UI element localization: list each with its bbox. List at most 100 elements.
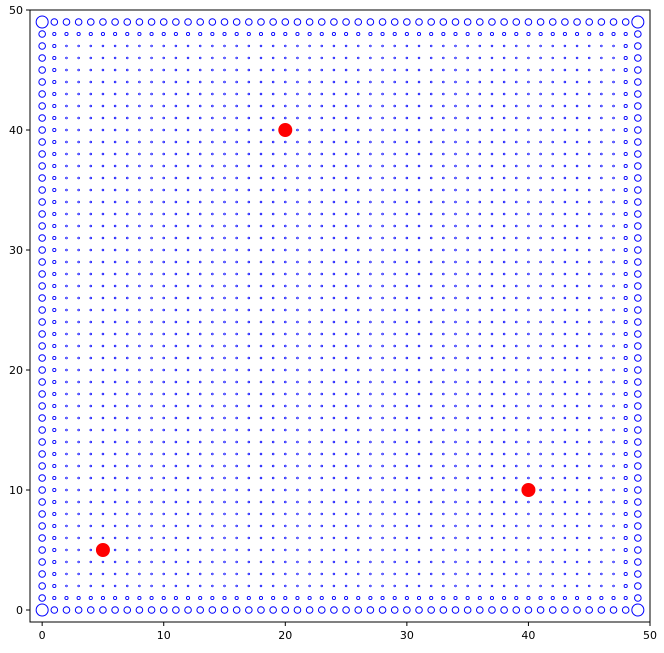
grid-point	[259, 212, 263, 216]
grid-point	[551, 164, 554, 168]
grid-point	[405, 392, 409, 396]
grid-point	[150, 524, 153, 528]
grid-point	[65, 392, 68, 396]
grid-point	[393, 572, 396, 576]
grid-point	[259, 224, 263, 228]
grid-point	[600, 68, 603, 72]
grid-point	[52, 523, 57, 529]
grid-point	[442, 200, 445, 204]
grid-point	[186, 440, 190, 444]
grid-point	[515, 140, 518, 144]
grid-point	[65, 140, 68, 144]
grid-point	[284, 80, 287, 84]
grid-point	[259, 104, 263, 108]
grid-point	[612, 548, 615, 552]
grid-point	[405, 380, 409, 384]
grid-point	[587, 44, 591, 48]
grid-point	[101, 512, 105, 516]
grid-point	[150, 440, 153, 444]
grid-point	[539, 452, 542, 456]
grid-point	[381, 572, 384, 576]
grid-point	[296, 92, 299, 96]
grid-point	[490, 512, 494, 516]
grid-point	[623, 583, 628, 589]
grid-point	[247, 476, 251, 480]
grid-point	[211, 176, 214, 180]
grid-point	[623, 331, 628, 337]
grid-point	[466, 476, 469, 480]
grid-point	[296, 380, 299, 384]
grid-point	[551, 572, 554, 576]
grid-point	[466, 128, 469, 132]
grid-point	[308, 404, 311, 408]
grid-point	[77, 380, 80, 384]
grid-point	[465, 31, 470, 37]
grid-point	[211, 584, 214, 588]
grid-point	[52, 427, 57, 433]
grid-point	[308, 116, 311, 120]
grid-point	[612, 524, 615, 528]
grid-point	[466, 308, 469, 312]
grid-point	[281, 606, 290, 614]
grid-point	[198, 296, 202, 300]
grid-point	[393, 356, 396, 360]
grid-point	[296, 524, 299, 528]
grid-point	[466, 392, 469, 396]
grid-point	[429, 296, 433, 300]
grid-point	[259, 44, 263, 48]
grid-point	[247, 44, 251, 48]
grid-point	[527, 512, 530, 516]
grid-point	[417, 104, 421, 108]
grid-point	[186, 536, 190, 540]
grid-point	[332, 224, 336, 228]
grid-point	[281, 18, 290, 26]
grid-point	[65, 332, 68, 336]
grid-point	[442, 104, 445, 108]
grid-point	[427, 18, 435, 26]
grid-point	[429, 80, 433, 84]
grid-point	[174, 44, 178, 48]
grid-point	[138, 524, 141, 528]
grid-point	[356, 428, 360, 432]
grid-point	[113, 320, 117, 324]
grid-point	[551, 368, 554, 372]
grid-point	[52, 499, 57, 505]
grid-point	[247, 272, 251, 276]
grid-point	[223, 164, 226, 168]
grid-point	[89, 332, 93, 336]
grid-point	[623, 175, 628, 181]
grid-point	[405, 356, 409, 360]
grid-point	[369, 140, 372, 144]
grid-point	[575, 308, 579, 312]
grid-point	[344, 248, 348, 252]
grid-point	[174, 428, 178, 432]
grid-point	[284, 428, 287, 432]
grid-point	[393, 368, 396, 372]
grid-point	[320, 164, 324, 168]
grid-point	[320, 404, 324, 408]
grid-point	[587, 595, 592, 601]
grid-point	[454, 140, 457, 144]
grid-point	[442, 380, 445, 384]
grid-point	[600, 584, 603, 588]
grid-point	[89, 440, 93, 444]
grid-point	[600, 524, 603, 528]
grid-point	[623, 463, 628, 469]
grid-point	[320, 212, 324, 216]
grid-point	[223, 212, 226, 216]
grid-point	[466, 212, 469, 216]
grid-point	[77, 464, 80, 468]
grid-point	[259, 356, 263, 360]
grid-point	[381, 416, 384, 420]
grid-point	[125, 284, 129, 288]
grid-point	[332, 80, 336, 84]
grid-point	[442, 308, 445, 312]
grid-point	[631, 15, 645, 29]
grid-point	[77, 572, 80, 576]
grid-point	[587, 152, 591, 156]
grid-point	[125, 92, 129, 96]
grid-point	[38, 186, 46, 194]
grid-point	[490, 56, 494, 60]
grid-point	[150, 68, 153, 72]
